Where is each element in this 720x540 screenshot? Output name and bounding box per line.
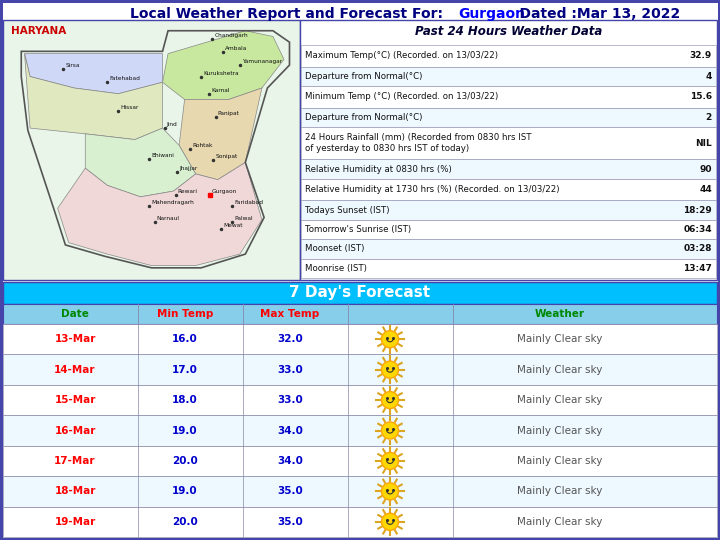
Text: NIL: NIL <box>696 139 712 147</box>
Text: 15-Mar: 15-Mar <box>54 395 96 405</box>
Circle shape <box>382 422 399 439</box>
Text: 24 Hours Rainfall (mm) (Recorded from 0830 hrs IST
of yesterday to 0830 hrs IST : 24 Hours Rainfall (mm) (Recorded from 08… <box>305 133 531 153</box>
Text: 19.0: 19.0 <box>172 487 198 496</box>
Text: Min Temp: Min Temp <box>157 309 213 319</box>
Text: 7 Day's Forecast: 7 Day's Forecast <box>289 286 431 300</box>
Text: Fatehabad: Fatehabad <box>109 76 140 82</box>
Text: Gurgaon: Gurgaon <box>212 188 238 193</box>
Text: 16-Mar: 16-Mar <box>54 426 96 435</box>
FancyBboxPatch shape <box>3 476 717 507</box>
Text: 2: 2 <box>706 113 712 122</box>
FancyBboxPatch shape <box>3 20 300 280</box>
Text: Weather: Weather <box>535 309 585 319</box>
Text: Narnaul: Narnaul <box>157 216 180 221</box>
Text: Moonset (IST): Moonset (IST) <box>305 245 364 253</box>
Circle shape <box>382 483 399 500</box>
Text: Local Weather Report and Forecast For:: Local Weather Report and Forecast For: <box>130 7 448 21</box>
Text: Jind: Jind <box>167 122 178 127</box>
Text: 35.0: 35.0 <box>277 487 303 496</box>
Text: 34.0: 34.0 <box>277 456 303 466</box>
FancyBboxPatch shape <box>301 127 716 159</box>
Text: Todays Sunset (IST): Todays Sunset (IST) <box>305 206 390 214</box>
FancyBboxPatch shape <box>301 66 716 86</box>
Text: Past 24 Hours Weather Data: Past 24 Hours Weather Data <box>415 25 602 38</box>
FancyBboxPatch shape <box>301 259 716 278</box>
Text: Bhiwani: Bhiwani <box>151 153 174 158</box>
Text: 32.0: 32.0 <box>277 334 303 344</box>
Text: Mainly Clear sky: Mainly Clear sky <box>517 395 603 405</box>
Text: Tomorrow's Sunrise (IST): Tomorrow's Sunrise (IST) <box>305 225 411 234</box>
Text: Relative Humidity at 1730 hrs (%) (Recorded. on 13/03/22): Relative Humidity at 1730 hrs (%) (Recor… <box>305 185 559 194</box>
Text: 33.0: 33.0 <box>277 395 303 405</box>
Text: Departure from Normal(°C): Departure from Normal(°C) <box>305 72 423 81</box>
FancyBboxPatch shape <box>3 324 717 354</box>
FancyBboxPatch shape <box>300 20 717 280</box>
Text: Mainly Clear sky: Mainly Clear sky <box>517 426 603 435</box>
Text: 15.6: 15.6 <box>690 92 712 102</box>
FancyBboxPatch shape <box>3 507 717 537</box>
Text: Ambala: Ambala <box>225 46 248 51</box>
Text: 14-Mar: 14-Mar <box>54 364 96 375</box>
Text: Hissar: Hissar <box>120 105 139 110</box>
Polygon shape <box>85 128 196 197</box>
Polygon shape <box>163 31 284 99</box>
Text: 18.0: 18.0 <box>172 395 198 405</box>
Text: Moonrise (IST): Moonrise (IST) <box>305 264 367 273</box>
Text: Dated :Mar 13, 2022: Dated :Mar 13, 2022 <box>500 7 680 21</box>
FancyBboxPatch shape <box>3 446 717 476</box>
Text: Sonipat: Sonipat <box>215 154 238 159</box>
Text: 19.0: 19.0 <box>172 426 198 435</box>
Polygon shape <box>24 53 163 94</box>
Text: 18-Mar: 18-Mar <box>54 487 96 496</box>
Text: 13-Mar: 13-Mar <box>54 334 96 344</box>
Text: Mainly Clear sky: Mainly Clear sky <box>517 487 603 496</box>
Text: 4: 4 <box>706 72 712 81</box>
Text: Kurukshetra: Kurukshetra <box>203 71 239 76</box>
Text: Max Temp: Max Temp <box>261 309 320 319</box>
Text: Rewari: Rewari <box>178 188 198 193</box>
Circle shape <box>382 361 399 378</box>
Text: 13:47: 13:47 <box>683 264 712 273</box>
Text: HARYANA: HARYANA <box>11 26 66 36</box>
Text: Faridabad: Faridabad <box>234 200 263 205</box>
Text: Relative Humidity at 0830 hrs (%): Relative Humidity at 0830 hrs (%) <box>305 165 451 173</box>
FancyBboxPatch shape <box>301 239 716 259</box>
Text: Mainly Clear sky: Mainly Clear sky <box>517 334 603 344</box>
FancyBboxPatch shape <box>301 200 716 220</box>
Text: 90: 90 <box>700 165 712 173</box>
FancyBboxPatch shape <box>301 220 716 239</box>
Text: Mewat: Mewat <box>223 223 243 228</box>
FancyBboxPatch shape <box>3 415 717 445</box>
Text: 34.0: 34.0 <box>277 426 303 435</box>
Text: Gurgaon: Gurgaon <box>458 7 525 21</box>
Text: Mainly Clear sky: Mainly Clear sky <box>517 517 603 527</box>
Text: Minimum Temp (°C) (Recorded. on 13/03/22): Minimum Temp (°C) (Recorded. on 13/03/22… <box>305 92 498 102</box>
Text: 17-Mar: 17-Mar <box>54 456 96 466</box>
Text: 32.9: 32.9 <box>690 51 712 60</box>
Polygon shape <box>24 53 163 139</box>
Polygon shape <box>58 163 262 266</box>
Text: 20.0: 20.0 <box>172 517 198 527</box>
Text: Rohtak: Rohtak <box>192 143 212 148</box>
Text: Yamunanagar: Yamunanagar <box>242 59 282 64</box>
Text: Mahendragarh: Mahendragarh <box>151 200 194 205</box>
FancyBboxPatch shape <box>301 107 716 127</box>
Text: 44: 44 <box>699 185 712 194</box>
Text: Mainly Clear sky: Mainly Clear sky <box>517 456 603 466</box>
Text: 19-Mar: 19-Mar <box>55 517 96 527</box>
Circle shape <box>382 453 399 469</box>
FancyBboxPatch shape <box>301 159 716 179</box>
FancyBboxPatch shape <box>301 179 716 200</box>
Text: 06:34: 06:34 <box>683 225 712 234</box>
Text: Karnal: Karnal <box>211 87 230 93</box>
FancyBboxPatch shape <box>3 282 717 304</box>
Polygon shape <box>179 88 262 180</box>
Circle shape <box>382 330 399 348</box>
Text: 35.0: 35.0 <box>277 517 303 527</box>
FancyBboxPatch shape <box>301 45 716 66</box>
Text: 20.0: 20.0 <box>172 456 198 466</box>
Text: 03:28: 03:28 <box>683 245 712 253</box>
FancyBboxPatch shape <box>301 86 716 107</box>
Circle shape <box>382 513 399 530</box>
